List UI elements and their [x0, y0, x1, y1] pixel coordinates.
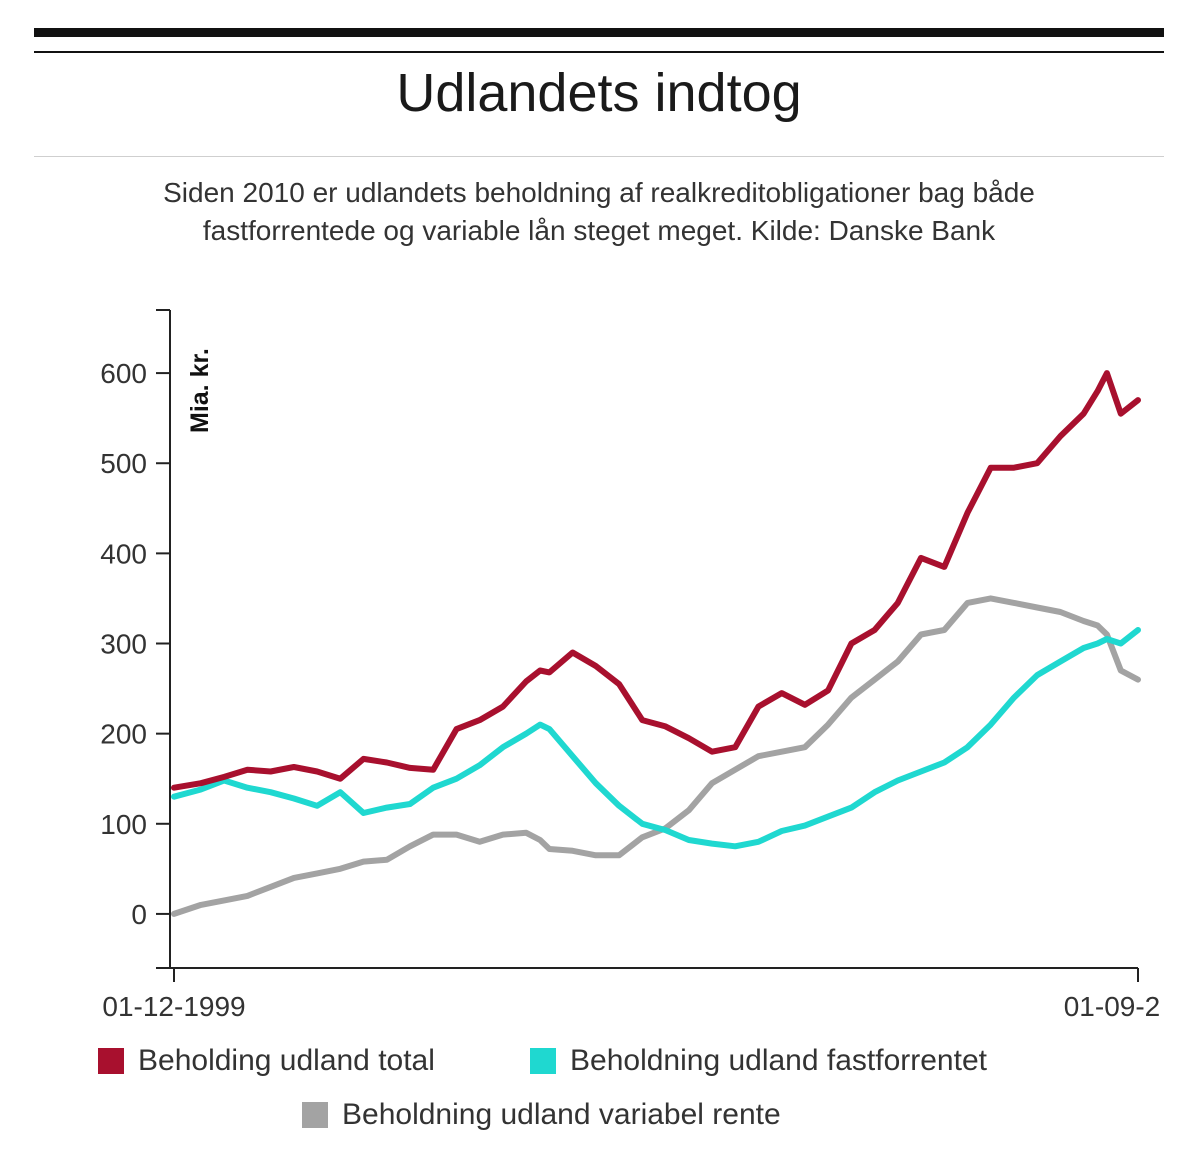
series-line-variabel — [171, 595, 1141, 917]
y-tick-label: 0 — [131, 899, 147, 930]
x-tick-label: 01-09-2 — [1064, 991, 1161, 1022]
legend-swatch-fastforrentet — [530, 1048, 556, 1074]
subtitle-line-1: Siden 2010 er udlandets beholdning af re… — [163, 177, 1035, 208]
y-axis-label: Mia. kr. — [186, 348, 214, 433]
y-tick-label: 400 — [100, 538, 147, 569]
chart-axes: 0 100 200 300 400 500 600 01-12-1999 01-09-2 — [100, 309, 1161, 1022]
x-tick-label: 01-12-1999 — [102, 991, 245, 1022]
header-rule-thin — [34, 51, 1164, 53]
legend-item-fastforrentet: Beholdning udland fastforrentet — [530, 1044, 987, 1078]
chart-title: Udlandets indtog — [396, 63, 802, 123]
subtitle-line-2: fastforrentede og variable lån steget me… — [202, 215, 996, 246]
series-line-total — [171, 370, 1141, 791]
legend-item-variabel: Beholdning udland variabel rente — [302, 1098, 781, 1132]
legend-label-variabel: Beholdning udland variabel rente — [342, 1098, 781, 1131]
y-tick-label: 500 — [100, 448, 147, 479]
y-tick-label: 300 — [100, 629, 147, 660]
chart-series — [171, 370, 1141, 917]
legend-label-total: Beholding udland total — [138, 1044, 435, 1077]
y-tick-label: 600 — [100, 358, 147, 389]
y-tick-label: 100 — [100, 809, 147, 840]
header-rule-thick — [34, 28, 1164, 37]
legend-item-total: Beholding udland total — [98, 1044, 435, 1078]
y-tick-label: 200 — [100, 719, 147, 750]
legend-label-fastforrentet: Beholdning udland fastforrentet — [570, 1044, 987, 1077]
chart-subtitle: Siden 2010 er udlandets beholdning af re… — [34, 174, 1164, 250]
title-separator — [34, 156, 1164, 157]
legend-swatch-total — [98, 1048, 124, 1074]
legend-swatch-variabel — [302, 1102, 328, 1128]
series-line-fastforrentet — [171, 627, 1141, 850]
